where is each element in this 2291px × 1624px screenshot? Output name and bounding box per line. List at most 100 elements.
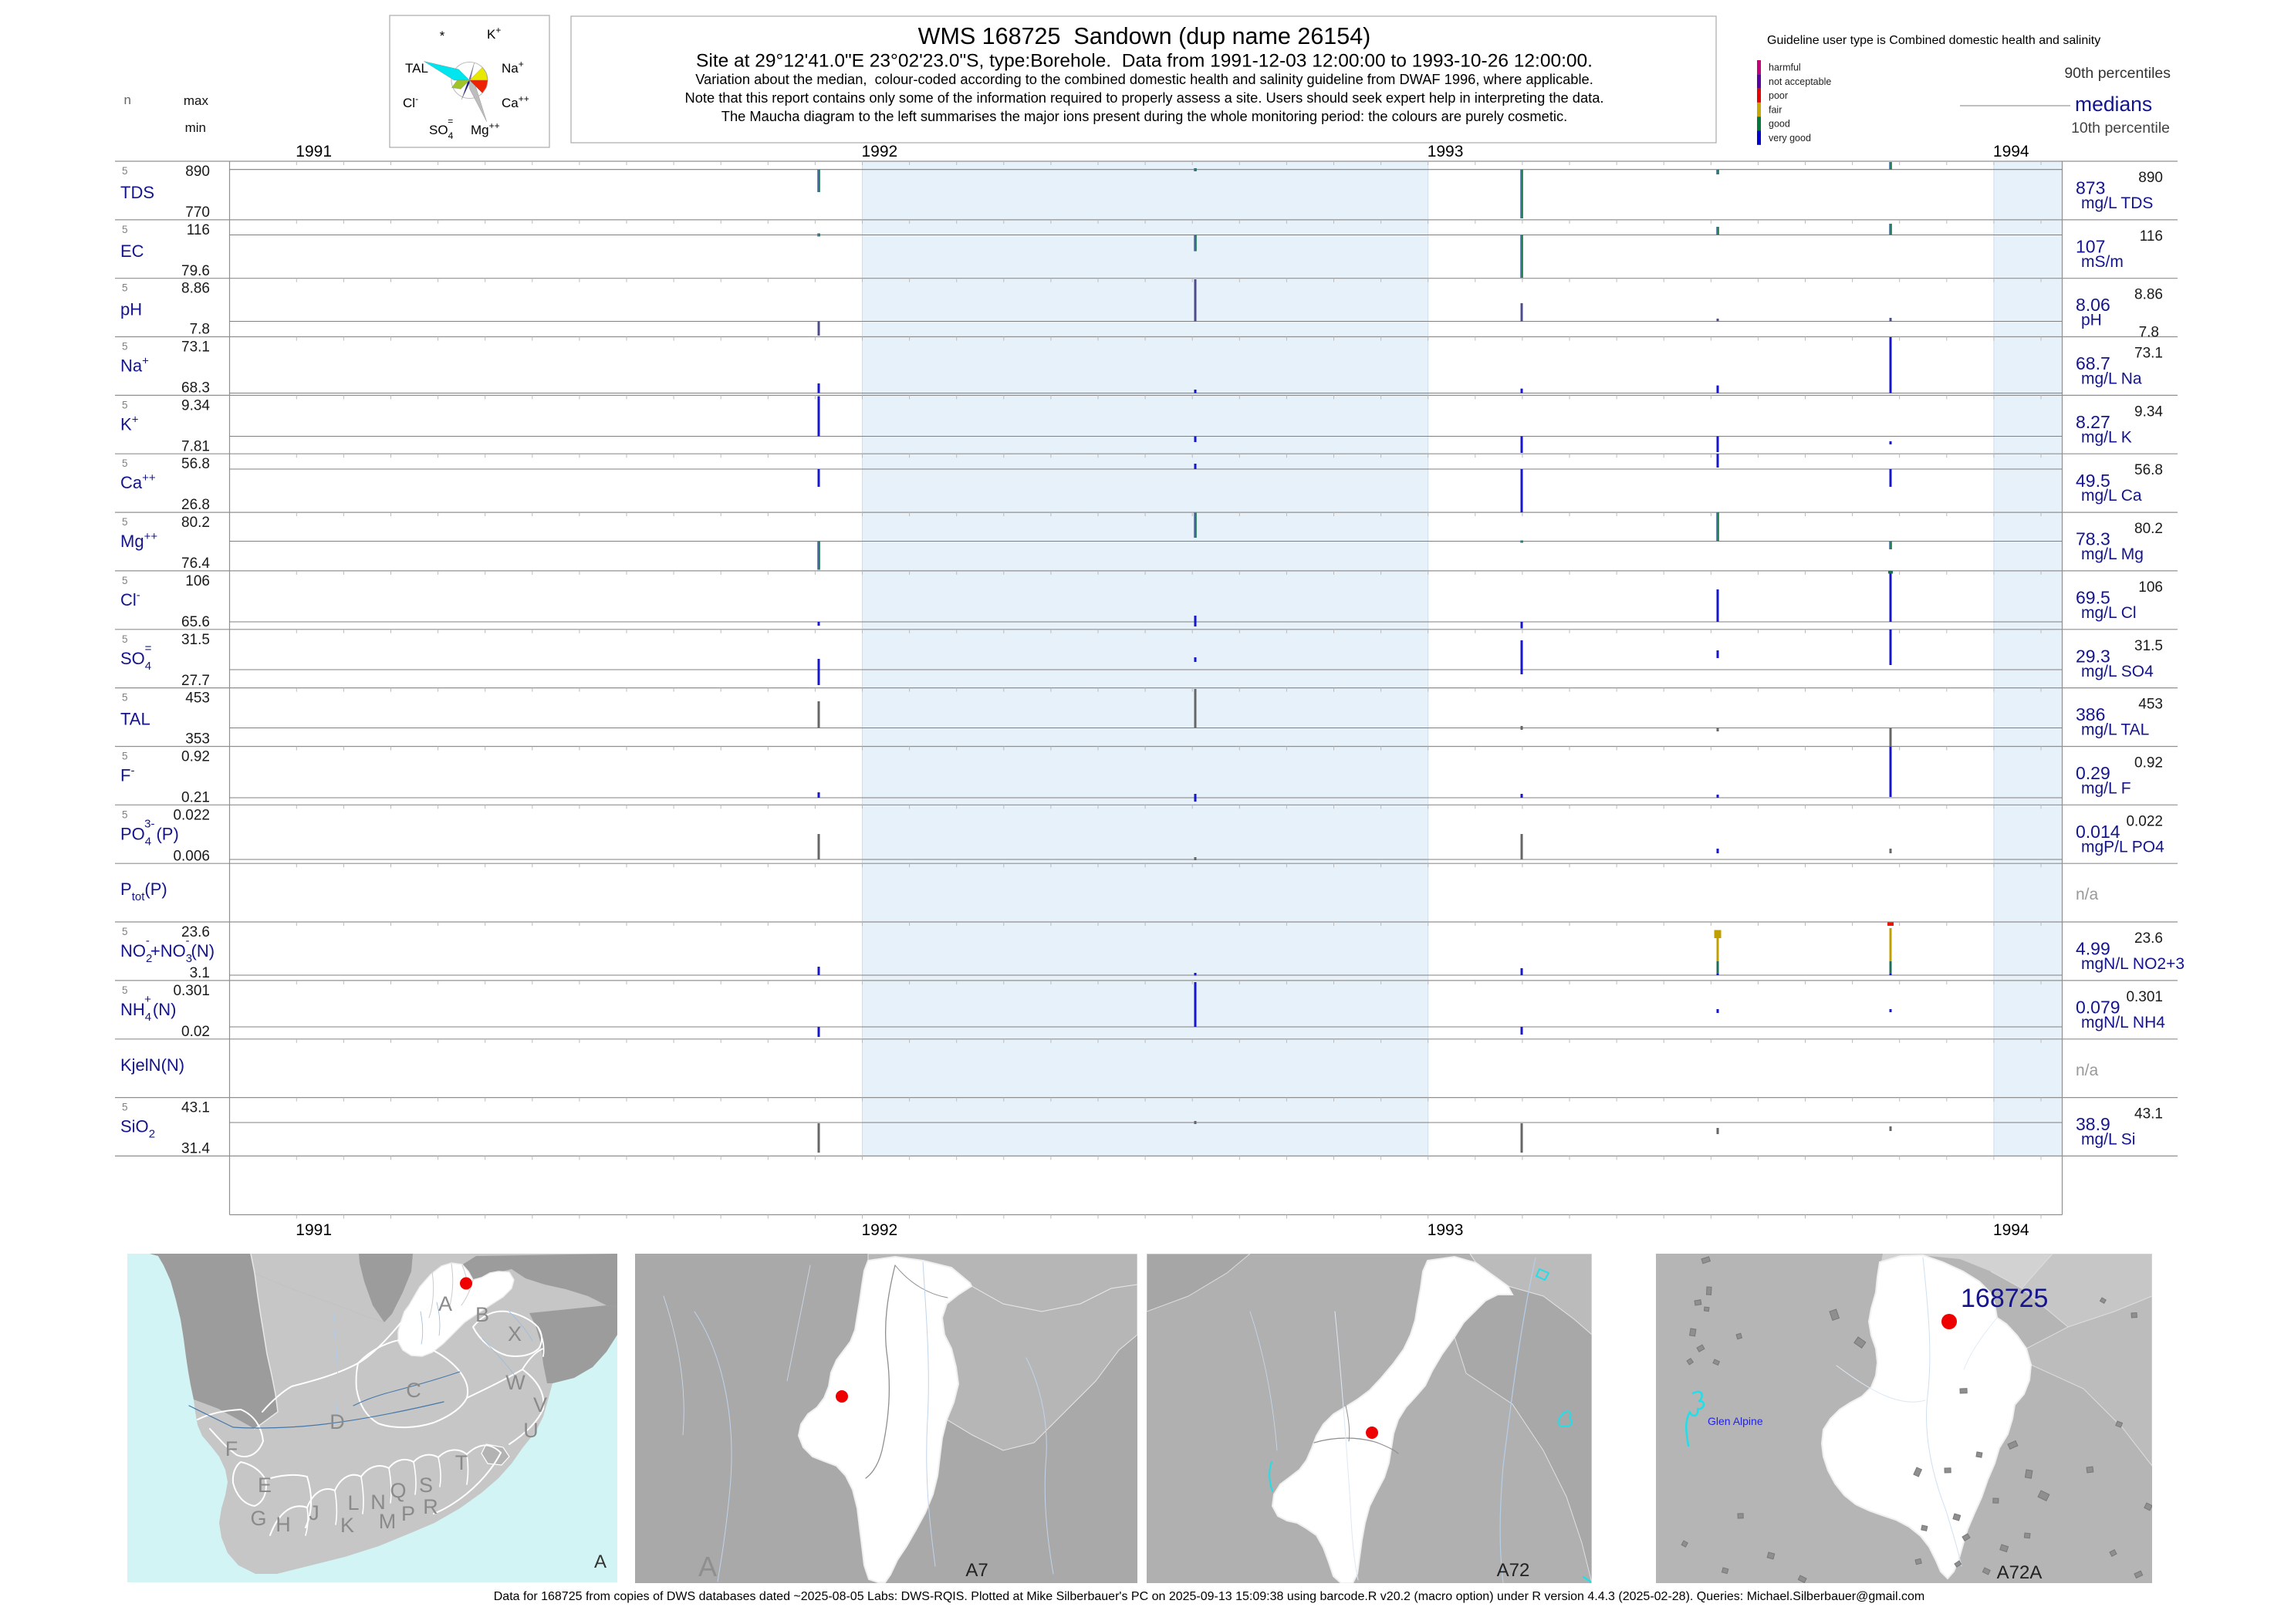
svg-text:TAL: TAL xyxy=(120,710,150,729)
svg-text:pH: pH xyxy=(120,300,142,319)
svg-text:A72A: A72A xyxy=(1997,1562,2043,1583)
svg-text:386: 386 xyxy=(2076,704,2105,724)
svg-text:79.6: 79.6 xyxy=(181,263,210,279)
svg-text:good: good xyxy=(1769,119,1790,130)
svg-text:56.8: 56.8 xyxy=(181,456,210,472)
svg-text:R: R xyxy=(423,1495,438,1518)
svg-text:G: G xyxy=(250,1507,266,1530)
svg-text:T: T xyxy=(455,1451,468,1474)
svg-text:9.34: 9.34 xyxy=(2134,403,2163,420)
svg-text:Guideline user type is Combine: Guideline user type is Combined domestic… xyxy=(1767,34,2100,47)
svg-text:Glen Alpine: Glen Alpine xyxy=(1708,1415,1763,1427)
svg-text:43.1: 43.1 xyxy=(2134,1106,2163,1123)
svg-text:A72: A72 xyxy=(1497,1560,1530,1581)
svg-text:U: U xyxy=(523,1419,539,1442)
svg-text:B: B xyxy=(475,1303,489,1326)
svg-text:J: J xyxy=(309,1501,319,1524)
svg-text:poor: poor xyxy=(1769,90,1788,101)
svg-text:873: 873 xyxy=(2076,178,2105,198)
svg-text:mg/L TAL: mg/L TAL xyxy=(2081,721,2149,739)
svg-text:0.92: 0.92 xyxy=(181,749,210,765)
svg-text:0.301: 0.301 xyxy=(173,983,210,999)
svg-text:mg/L Si: mg/L Si xyxy=(2081,1131,2135,1149)
svg-text:F: F xyxy=(225,1437,238,1460)
svg-text:1993: 1993 xyxy=(1428,143,1464,160)
svg-text:73.1: 73.1 xyxy=(181,339,210,356)
svg-text:0.02: 0.02 xyxy=(181,1024,210,1040)
svg-text:5: 5 xyxy=(122,692,128,704)
svg-text:7.81: 7.81 xyxy=(181,438,210,454)
svg-text:S: S xyxy=(419,1474,433,1497)
svg-text:31.5: 31.5 xyxy=(181,632,210,648)
svg-text:A7: A7 xyxy=(965,1560,988,1581)
svg-text:76.4: 76.4 xyxy=(181,555,210,572)
svg-text:38.9: 38.9 xyxy=(2076,1114,2110,1134)
svg-text:1994: 1994 xyxy=(1993,143,2029,160)
svg-text:31.5: 31.5 xyxy=(2134,638,2163,654)
svg-text:very good: very good xyxy=(1769,133,1811,143)
svg-text:E: E xyxy=(258,1474,272,1497)
svg-text:TDS: TDS xyxy=(120,183,154,202)
svg-text:78.3: 78.3 xyxy=(2076,529,2110,549)
svg-text:min: min xyxy=(185,120,206,135)
svg-text:10th percentile: 10th percentile xyxy=(2071,120,2170,137)
svg-text:mg/L K: mg/L K xyxy=(2081,428,2132,446)
svg-text:Ca++: Ca++ xyxy=(120,471,156,492)
svg-text:1992: 1992 xyxy=(862,143,898,160)
svg-text:353: 353 xyxy=(185,731,210,748)
svg-text:27.7: 27.7 xyxy=(181,673,210,689)
svg-text:80.2: 80.2 xyxy=(181,515,210,531)
svg-text:0.92: 0.92 xyxy=(2134,755,2163,771)
svg-text:1992: 1992 xyxy=(862,1221,898,1239)
svg-text:mgN/L NO2+3: mgN/L NO2+3 xyxy=(2081,955,2185,973)
svg-text:0.006: 0.006 xyxy=(173,848,210,864)
svg-text:mgP/L PO4: mgP/L PO4 xyxy=(2081,838,2164,856)
svg-text:29.3: 29.3 xyxy=(2076,646,2110,666)
svg-text:A: A xyxy=(698,1551,717,1582)
svg-text:106: 106 xyxy=(2138,579,2163,596)
svg-text:5: 5 xyxy=(122,282,128,294)
svg-text:mg/L Na: mg/L Na xyxy=(2081,370,2142,388)
svg-text:69.5: 69.5 xyxy=(2076,587,2110,607)
svg-text:1991: 1991 xyxy=(296,143,332,160)
svg-text:EC: EC xyxy=(120,241,144,261)
svg-text:0.29: 0.29 xyxy=(2076,763,2110,783)
svg-text:*: * xyxy=(440,29,445,43)
svg-text:31.4: 31.4 xyxy=(181,1141,210,1157)
svg-text:68.7: 68.7 xyxy=(2076,353,2110,373)
svg-text:3.1: 3.1 xyxy=(190,965,210,981)
svg-text:TAL: TAL xyxy=(405,61,428,76)
svg-text:pH: pH xyxy=(2081,312,2102,329)
svg-text:mg/L TDS: mg/L TDS xyxy=(2081,194,2153,212)
svg-text:5: 5 xyxy=(122,984,128,996)
svg-text:Note that this report contains: Note that this report contains only some… xyxy=(685,89,1604,106)
svg-text:5: 5 xyxy=(122,1102,128,1113)
svg-text:mg/L Ca: mg/L Ca xyxy=(2081,487,2142,505)
svg-text:5: 5 xyxy=(122,341,128,353)
svg-text:KjelN(N): KjelN(N) xyxy=(120,1055,184,1075)
svg-text:9.34: 9.34 xyxy=(181,397,210,414)
svg-text:116: 116 xyxy=(2140,228,2163,245)
svg-text:L: L xyxy=(347,1491,359,1514)
svg-text:5: 5 xyxy=(122,633,128,645)
svg-text:68.3: 68.3 xyxy=(181,380,210,397)
svg-text:Data for 168725 from copies of: Data for 168725 from copies of DWS datab… xyxy=(494,1590,1925,1603)
svg-text:8.27: 8.27 xyxy=(2076,412,2110,432)
svg-text:23.6: 23.6 xyxy=(2134,930,2163,947)
svg-text:65.6: 65.6 xyxy=(181,614,210,630)
svg-text:8.06: 8.06 xyxy=(2076,295,2110,315)
svg-text:K: K xyxy=(340,1514,354,1537)
svg-text:26.8: 26.8 xyxy=(181,497,210,513)
svg-text:V: V xyxy=(533,1393,547,1416)
svg-text:8.86: 8.86 xyxy=(181,281,210,297)
svg-text:7.8: 7.8 xyxy=(190,322,210,338)
svg-text:Na+: Na+ xyxy=(502,59,524,76)
svg-text:453: 453 xyxy=(185,690,210,707)
svg-text:5: 5 xyxy=(122,224,128,235)
svg-text:The Maucha diagram to the left: The Maucha diagram to the left summarise… xyxy=(721,108,1567,124)
svg-text:H: H xyxy=(275,1513,291,1536)
svg-text:1994: 1994 xyxy=(1993,1221,2029,1239)
svg-text:0.014: 0.014 xyxy=(2076,822,2120,842)
svg-text:106: 106 xyxy=(185,573,210,589)
svg-text:43.1: 43.1 xyxy=(181,1100,210,1116)
